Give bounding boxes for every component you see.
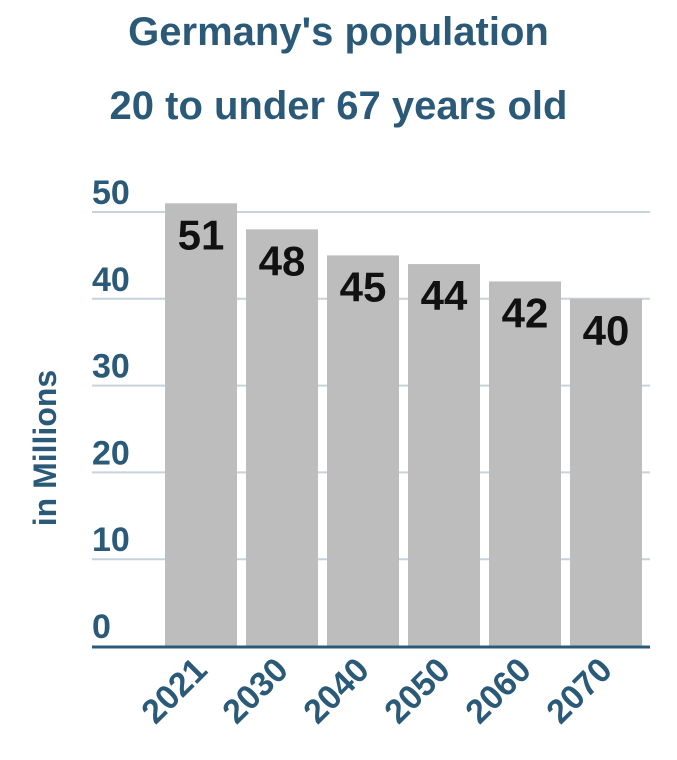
bar-2021	[165, 203, 237, 646]
data-label-2040: 45	[340, 263, 387, 310]
data-label-2030: 48	[259, 237, 306, 284]
x-tick-label: 2060	[458, 651, 538, 731]
x-tick-label: 2021	[134, 651, 214, 731]
data-label-2021: 51	[178, 211, 225, 258]
chart-title-line-1: Germany's population	[128, 10, 549, 54]
y-tick-label: 40	[92, 261, 130, 299]
x-axis-ticks: 2021 2030 2040 2050 2060 2070	[134, 651, 619, 731]
y-tick-label: 10	[92, 521, 130, 559]
y-tick-label: 20	[92, 434, 130, 472]
bar-2030	[246, 229, 318, 647]
x-tick-label: 2050	[377, 651, 457, 731]
x-tick-label: 2040	[296, 651, 376, 731]
x-tick-label: 2070	[539, 651, 619, 731]
x-tick-label: 2030	[215, 651, 295, 731]
y-tick-label: 0	[92, 608, 111, 646]
y-tick-label: 50	[92, 174, 130, 212]
y-tick-label: 30	[92, 348, 130, 386]
bar-2070	[570, 298, 642, 646]
bar-2060	[489, 281, 561, 646]
y-axis-ticks: 0 10 20 30 40 50	[92, 174, 130, 646]
data-label-2060: 42	[502, 289, 549, 336]
bar-2040	[327, 255, 399, 646]
data-label-2050: 44	[421, 272, 468, 319]
y-axis-label: in Millions	[27, 370, 63, 526]
chart-title-line-2: 20 to under 67 years old	[109, 84, 568, 128]
bar-2050	[408, 264, 480, 646]
data-labels: 51 48 45 44 42 40	[178, 211, 630, 353]
data-label-2070: 40	[583, 307, 630, 354]
bars	[165, 203, 642, 647]
